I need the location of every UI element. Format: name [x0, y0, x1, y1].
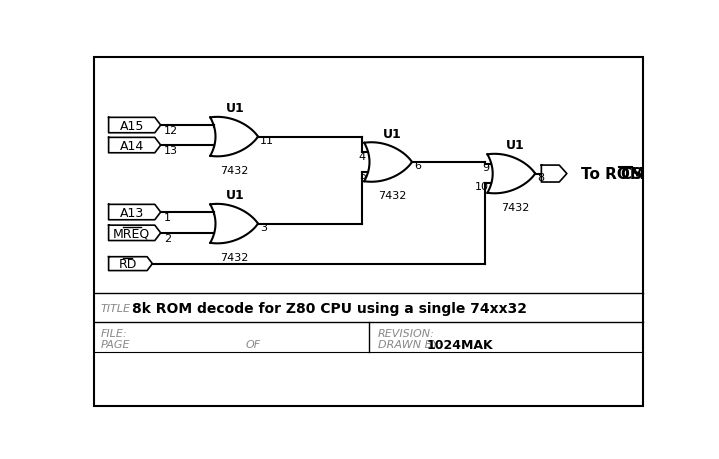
Text: DRAWN BY:: DRAWN BY:	[378, 340, 441, 350]
Text: To ROM: To ROM	[582, 167, 646, 182]
Text: 4: 4	[359, 151, 366, 161]
Text: 1024MAK: 1024MAK	[426, 338, 493, 351]
Text: 11: 11	[260, 135, 275, 146]
Text: 8k ROM decode for Z80 CPU using a single 74xx32: 8k ROM decode for Z80 CPU using a single…	[132, 301, 527, 315]
Text: FILE:: FILE:	[101, 328, 127, 338]
Text: CS: CS	[620, 167, 642, 182]
Text: TITLE: TITLE	[101, 303, 131, 313]
Text: U1: U1	[226, 189, 245, 202]
Text: 7432: 7432	[220, 252, 248, 263]
Text: 12: 12	[164, 125, 178, 135]
Text: U1: U1	[383, 128, 401, 140]
Text: 10: 10	[475, 182, 489, 192]
Text: 7432: 7432	[377, 191, 406, 201]
Text: OF: OF	[246, 340, 261, 350]
Text: 3: 3	[260, 222, 267, 232]
Text: 13: 13	[164, 146, 178, 156]
Text: 2: 2	[164, 233, 171, 243]
Text: 1: 1	[164, 212, 170, 222]
Text: A14: A14	[119, 139, 144, 152]
Text: A15: A15	[119, 119, 144, 132]
Text: 7432: 7432	[220, 166, 248, 176]
Text: REVISION:: REVISION:	[378, 328, 435, 338]
Text: 9: 9	[482, 163, 489, 173]
Text: 5: 5	[359, 170, 366, 180]
Text: U1: U1	[226, 102, 245, 115]
Text: U1: U1	[505, 139, 525, 152]
Text: 7432: 7432	[501, 202, 529, 213]
Text: 6: 6	[414, 161, 421, 171]
Text: MREQ: MREQ	[113, 227, 150, 240]
Text: 8: 8	[538, 172, 544, 182]
Text: A13: A13	[119, 206, 144, 219]
Text: RD: RD	[119, 257, 137, 270]
Text: PAGE: PAGE	[101, 340, 130, 350]
